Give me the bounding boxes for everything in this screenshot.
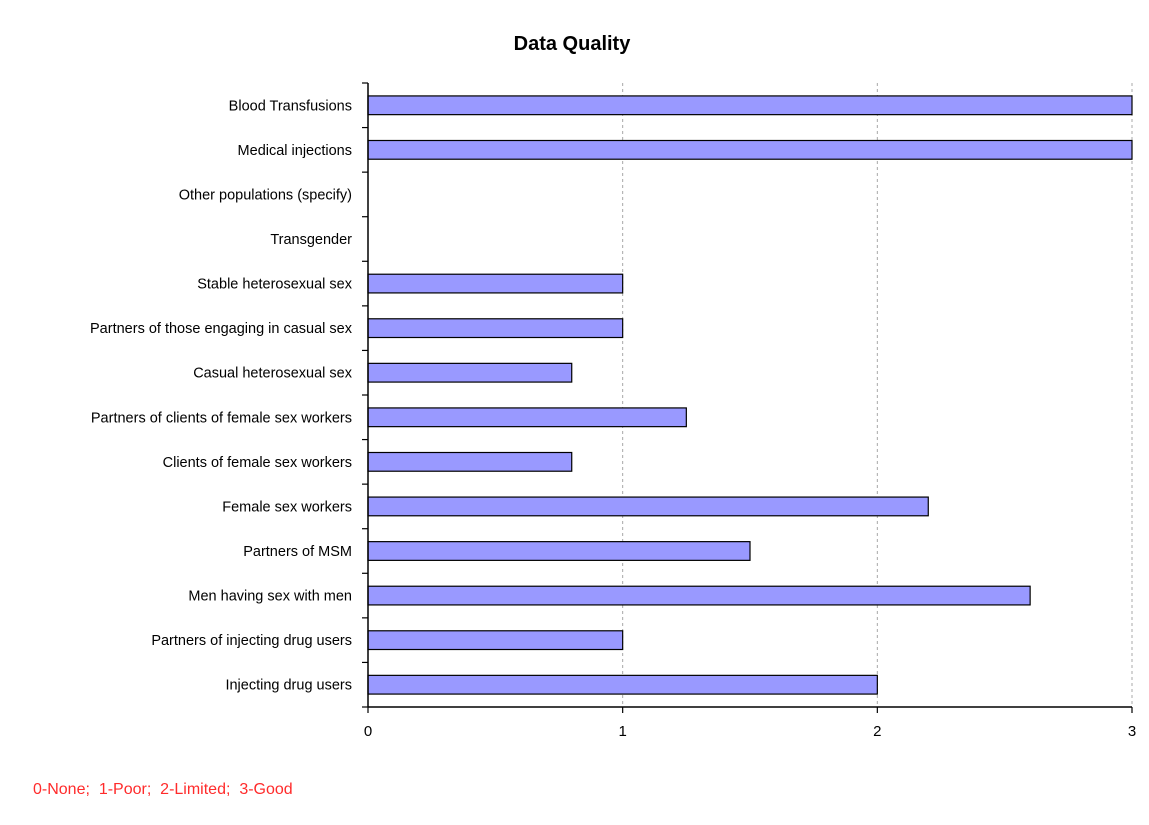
- bar-1: [367, 139, 1133, 160]
- category-label-12: Partners of injecting drug users: [151, 633, 352, 649]
- bar-9: [367, 496, 929, 517]
- x-tick-label-0: 0: [364, 723, 372, 740]
- category-label-7: Partners of clients of female sex worker…: [91, 410, 352, 426]
- bar-8: [367, 451, 573, 472]
- bar-5: [367, 318, 624, 339]
- bar-13: [367, 674, 878, 695]
- x-tick-labels: 0 1 2 3: [364, 723, 1136, 740]
- category-label-1: Medical injections: [238, 143, 352, 159]
- category-label-5: Partners of those engaging in casual sex: [90, 321, 353, 337]
- quality-scale-note: 0-None; 1-Poor; 2-Limited; 3-Good: [33, 781, 293, 798]
- x-tick-label-1: 1: [618, 723, 626, 740]
- bar-6: [367, 362, 573, 383]
- category-label-11: Men having sex with men: [188, 589, 352, 605]
- bar-4: [367, 273, 624, 294]
- category-label-2: Other populations (specify): [179, 187, 352, 203]
- category-label-10: Partners of MSM: [243, 544, 352, 560]
- category-labels: Blood Transfusions Medical injections Othe…: [90, 98, 353, 693]
- category-label-3: Transgender: [270, 232, 352, 248]
- bar-10: [367, 541, 751, 561]
- category-label-9: Female sex workers: [222, 499, 352, 515]
- x-tick-label-3: 3: [1128, 723, 1136, 740]
- x-tick-label-2: 2: [873, 723, 881, 740]
- grid-lines: [622, 83, 1133, 707]
- bars: [367, 95, 1133, 695]
- category-label-4: Stable heterosexual sex: [197, 277, 353, 293]
- axes: [362, 82, 1133, 713]
- bar-0: [367, 95, 1133, 116]
- category-label-0: Blood Transfusions: [229, 98, 352, 114]
- chart-title: Data Quality: [514, 33, 632, 55]
- category-label-6: Casual heterosexual sex: [193, 366, 353, 382]
- category-label-13: Injecting drug users: [225, 678, 352, 694]
- bar-7: [367, 407, 687, 428]
- category-label-8: Clients of female sex workers: [163, 455, 352, 471]
- bar-11: [367, 585, 1031, 606]
- bar-12: [367, 630, 624, 651]
